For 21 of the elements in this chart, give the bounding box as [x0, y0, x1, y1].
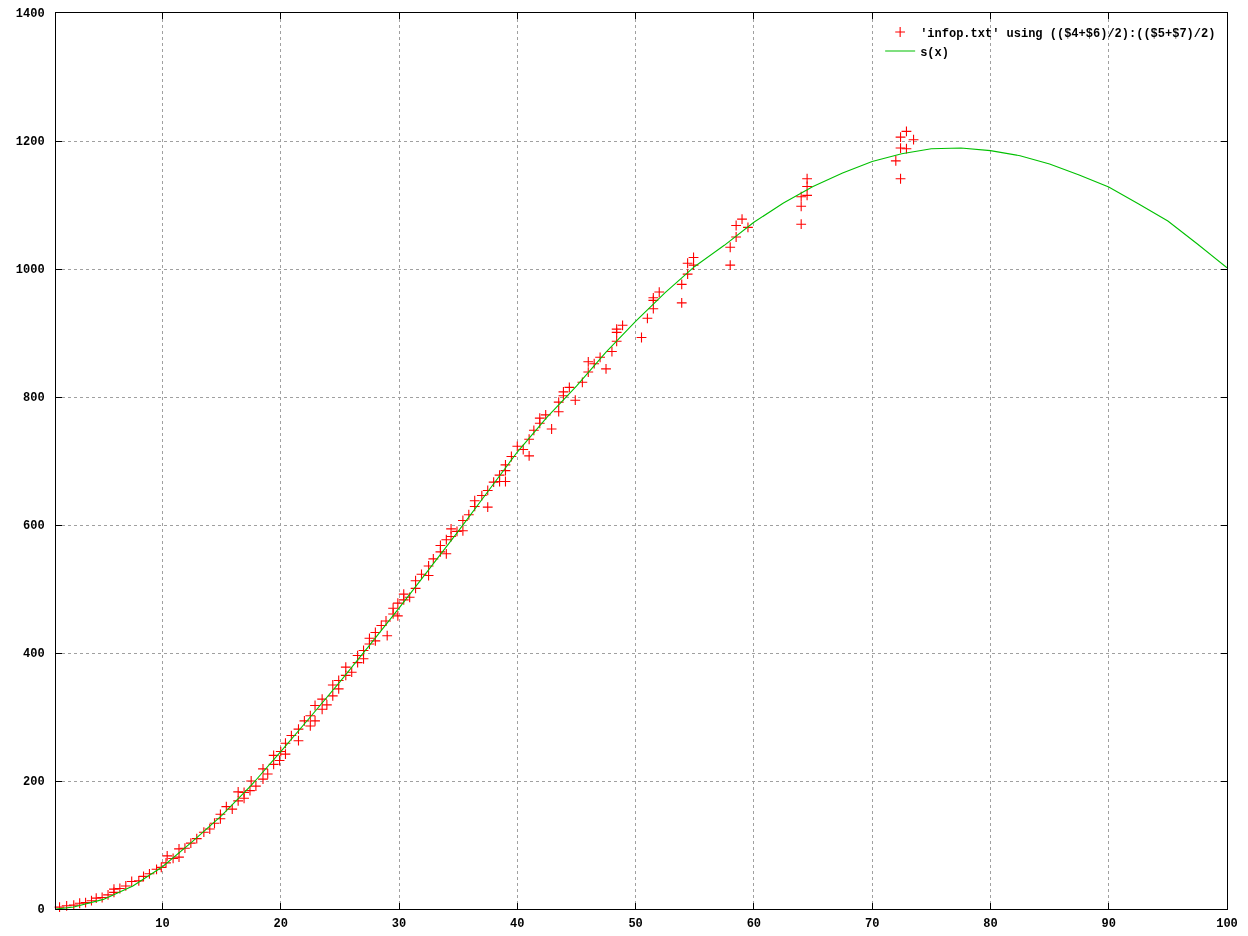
x-tick-label: 20: [273, 917, 288, 932]
y-tick-label: 0: [37, 903, 45, 918]
legend-label: 'infop.txt' using (($4+$6)/2):(($5+$7)/2): [920, 26, 1216, 41]
x-tick-label: 60: [746, 917, 762, 932]
y-tick-label: 1200: [15, 135, 45, 150]
x-tick-label: 10: [155, 917, 170, 932]
x-tick-label: 40: [510, 917, 525, 932]
y-tick-label: 1400: [15, 7, 45, 22]
x-tick-label: 30: [391, 917, 407, 932]
y-tick-label: 400: [22, 647, 45, 662]
y-tick-label: 800: [22, 391, 45, 406]
y-tick-label: 200: [22, 775, 45, 790]
x-tick-label: 90: [1101, 917, 1116, 932]
line-series: [56, 147, 1227, 909]
y-tick-label: 1000: [15, 263, 45, 278]
legend-label: s(x): [920, 45, 949, 60]
x-tick-label: 100: [1216, 917, 1238, 932]
x-tick-label: 80: [983, 917, 998, 932]
y-tick-label: 600: [22, 519, 45, 534]
x-tick-label: 70: [864, 917, 880, 932]
x-tick-label: 50: [628, 917, 643, 932]
